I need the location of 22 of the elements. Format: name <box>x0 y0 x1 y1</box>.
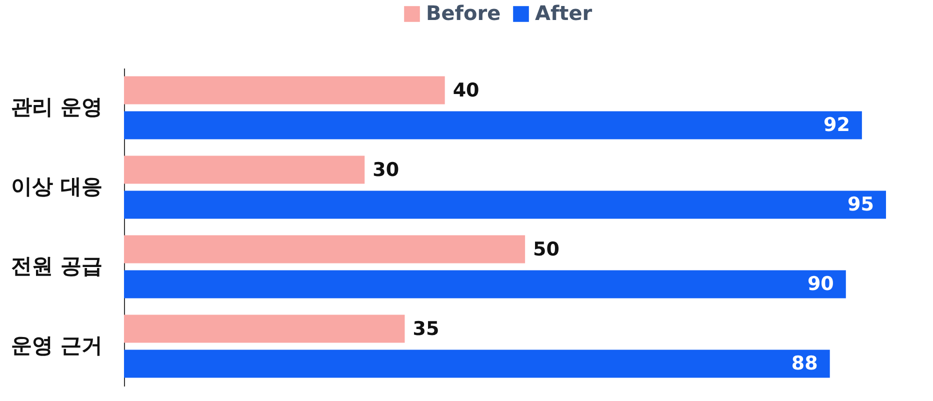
bar <box>124 111 862 140</box>
data-label: 95 <box>848 194 874 216</box>
bar <box>124 156 365 184</box>
data-label: 30 <box>372 158 400 181</box>
y-tick-label: 전원 공급 <box>11 254 102 278</box>
data-label: 40 <box>452 79 480 102</box>
y-tick-label: 이상 대응 <box>11 174 102 198</box>
bar <box>124 314 405 343</box>
data-label: 35 <box>412 318 440 340</box>
bar <box>124 350 830 378</box>
data-label: 50 <box>533 238 560 260</box>
data-label: 88 <box>791 352 818 375</box>
bar <box>124 270 846 298</box>
legend-label: Before <box>426 1 501 25</box>
y-tick-label: 운영 근거 <box>11 333 102 358</box>
bar <box>124 190 886 219</box>
data-label: 92 <box>823 114 850 136</box>
data-label: 90 <box>807 273 834 296</box>
bar <box>124 76 445 104</box>
legend-label: After <box>535 1 592 25</box>
y-tick-label: 관리 운영 <box>11 94 102 119</box>
bar <box>124 235 526 264</box>
